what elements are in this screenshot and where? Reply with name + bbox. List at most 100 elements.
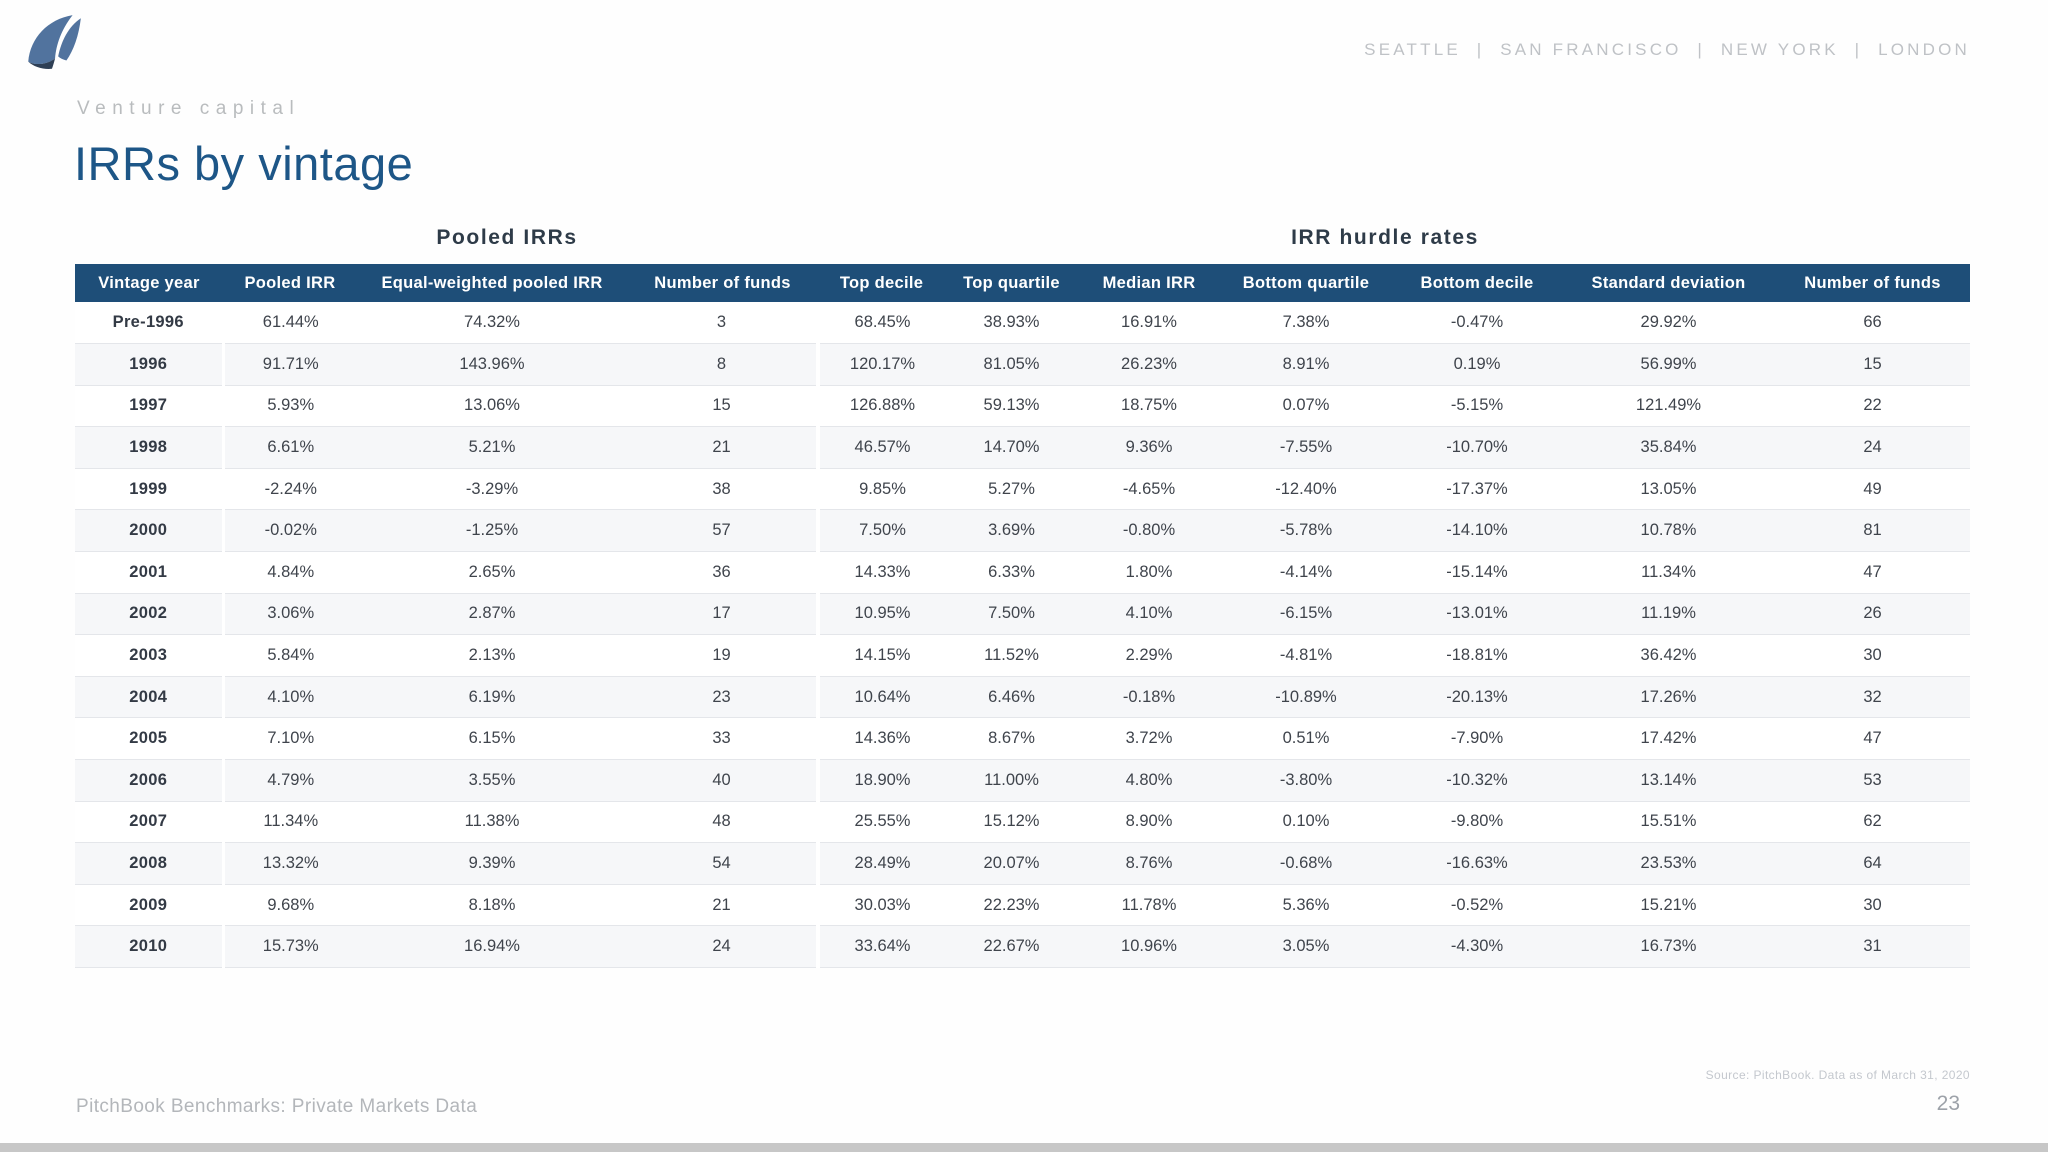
value-cell: 9.68%: [221, 884, 357, 927]
value-cell: 14.70%: [945, 426, 1078, 469]
office-locations: SEATTLE | SAN FRANCISCO | NEW YORK | LON…: [1364, 40, 1970, 59]
value-cell: -10.89%: [1220, 676, 1392, 719]
vintage-year-cell: 2000: [75, 509, 223, 553]
value-cell: -4.14%: [1220, 551, 1392, 594]
value-cell: 3.06%: [221, 593, 357, 636]
value-cell: 46.57%: [816, 426, 945, 469]
value-cell: 17: [627, 593, 818, 636]
value-cell: -12.40%: [1220, 468, 1392, 511]
value-cell: 74.32%: [357, 302, 627, 345]
value-cell: 26: [1775, 593, 1970, 636]
vintage-year-cell: 1998: [75, 426, 223, 469]
value-cell: 68.45%: [816, 302, 945, 345]
value-cell: 8.90%: [1078, 801, 1220, 844]
value-cell: 23.53%: [1562, 842, 1775, 885]
col-header-number-of-funds: Number of funds: [627, 264, 818, 302]
value-cell: 14.33%: [816, 551, 945, 594]
value-cell: 7.10%: [221, 717, 357, 761]
col-header-number-of-funds-2: Number of funds: [1775, 264, 1970, 302]
irr-table-section: Pooled IRRs IRR hurdle rates Vintage yea…: [75, 222, 1970, 968]
value-cell: 47: [1775, 717, 1970, 761]
pitchbook-logo-icon: [28, 15, 81, 69]
value-cell: 11.78%: [1078, 884, 1220, 927]
value-cell: -15.14%: [1392, 551, 1562, 594]
table-row: 1996 91.71% 143.96% 8 120.17% 81.05% 26.23% 8.9…: [75, 343, 1970, 386]
value-cell: 15.73%: [221, 925, 357, 968]
value-cell: 24: [1775, 426, 1970, 469]
vintage-year-cell: 1997: [75, 385, 223, 428]
value-cell: 59.13%: [945, 385, 1078, 428]
value-cell: 20.07%: [945, 842, 1078, 885]
value-cell: 22.67%: [945, 925, 1078, 968]
value-cell: -2.24%: [221, 468, 357, 511]
value-cell: -0.18%: [1078, 676, 1220, 719]
value-cell: 66: [1775, 302, 1970, 345]
value-cell: 2.87%: [357, 593, 627, 636]
value-cell: 143.96%: [357, 343, 627, 386]
value-cell: -0.47%: [1392, 302, 1562, 345]
value-cell: -5.15%: [1392, 385, 1562, 428]
value-cell: 3.05%: [1220, 925, 1392, 968]
vintage-year-cell: 2007: [75, 801, 223, 844]
table-row: 2009 9.68% 8.18% 21 30.03% 22.23% 11.78% 5.36% -…: [75, 884, 1970, 927]
value-cell: 0.19%: [1392, 343, 1562, 386]
value-cell: 9.36%: [1078, 426, 1220, 469]
value-cell: 15: [627, 385, 818, 428]
col-header-median-irr: Median IRR: [1078, 264, 1220, 302]
table-group-titles: Pooled IRRs IRR hurdle rates: [75, 222, 1970, 264]
value-cell: -4.81%: [1220, 634, 1392, 677]
source-note: Source: PitchBook. Data as of March 31, …: [1705, 1068, 1970, 1082]
col-header-vintage-year: Vintage year: [75, 264, 223, 302]
value-cell: -10.32%: [1392, 759, 1562, 802]
value-cell: 57: [627, 509, 818, 553]
value-cell: 62: [1775, 801, 1970, 844]
vintage-year-cell: 2009: [75, 884, 223, 927]
value-cell: 36: [627, 551, 818, 594]
value-cell: 7.50%: [816, 509, 945, 553]
value-cell: 2.13%: [357, 634, 627, 677]
value-cell: 11.19%: [1562, 593, 1775, 636]
value-cell: 8.67%: [945, 717, 1078, 761]
value-cell: 22: [1775, 385, 1970, 428]
vintage-year-cell: 2001: [75, 551, 223, 594]
slide-bottom-edge: [0, 1143, 2048, 1152]
value-cell: 6.46%: [945, 676, 1078, 719]
value-cell: 28.49%: [816, 842, 945, 885]
value-cell: 14.36%: [816, 717, 945, 761]
value-cell: 8.91%: [1220, 343, 1392, 386]
value-cell: 38: [627, 468, 818, 511]
value-cell: 10.64%: [816, 676, 945, 719]
vintage-year-cell: 2002: [75, 593, 223, 636]
value-cell: 1.80%: [1078, 551, 1220, 594]
value-cell: 40: [627, 759, 818, 802]
value-cell: 35.84%: [1562, 426, 1775, 469]
table-row: 2004 4.10% 6.19% 23 10.64% 6.46% -0.18% -10.89%…: [75, 676, 1970, 719]
value-cell: 11.52%: [945, 634, 1078, 677]
value-cell: 61.44%: [221, 302, 357, 345]
value-cell: 6.61%: [221, 426, 357, 469]
value-cell: 16.94%: [357, 925, 627, 968]
value-cell: 126.88%: [816, 385, 945, 428]
value-cell: -3.80%: [1220, 759, 1392, 802]
value-cell: 8: [627, 343, 818, 386]
value-cell: 36.42%: [1562, 634, 1775, 677]
value-cell: 120.17%: [816, 343, 945, 386]
value-cell: 10.95%: [816, 593, 945, 636]
table-row: 2006 4.79% 3.55% 40 18.90% 11.00% 4.80% -3.80% -…: [75, 759, 1970, 802]
value-cell: 31: [1775, 925, 1970, 968]
value-cell: -5.78%: [1220, 509, 1392, 553]
value-cell: 5.84%: [221, 634, 357, 677]
value-cell: -14.10%: [1392, 509, 1562, 553]
col-header-bottom-quartile: Bottom quartile: [1220, 264, 1392, 302]
value-cell: 11.00%: [945, 759, 1078, 802]
table-row: 2005 7.10% 6.15% 33 14.36% 8.67% 3.72% 0.51% -7.…: [75, 717, 1970, 761]
group-title-irr-hurdle-rates: IRR hurdle rates: [1291, 226, 1479, 249]
col-header-top-quartile: Top quartile: [945, 264, 1078, 302]
value-cell: 33: [627, 717, 818, 761]
value-cell: -3.29%: [357, 468, 627, 511]
value-cell: 4.79%: [221, 759, 357, 802]
value-cell: 13.32%: [221, 842, 357, 885]
value-cell: 30: [1775, 634, 1970, 677]
value-cell: 10.96%: [1078, 925, 1220, 968]
value-cell: -17.37%: [1392, 468, 1562, 511]
